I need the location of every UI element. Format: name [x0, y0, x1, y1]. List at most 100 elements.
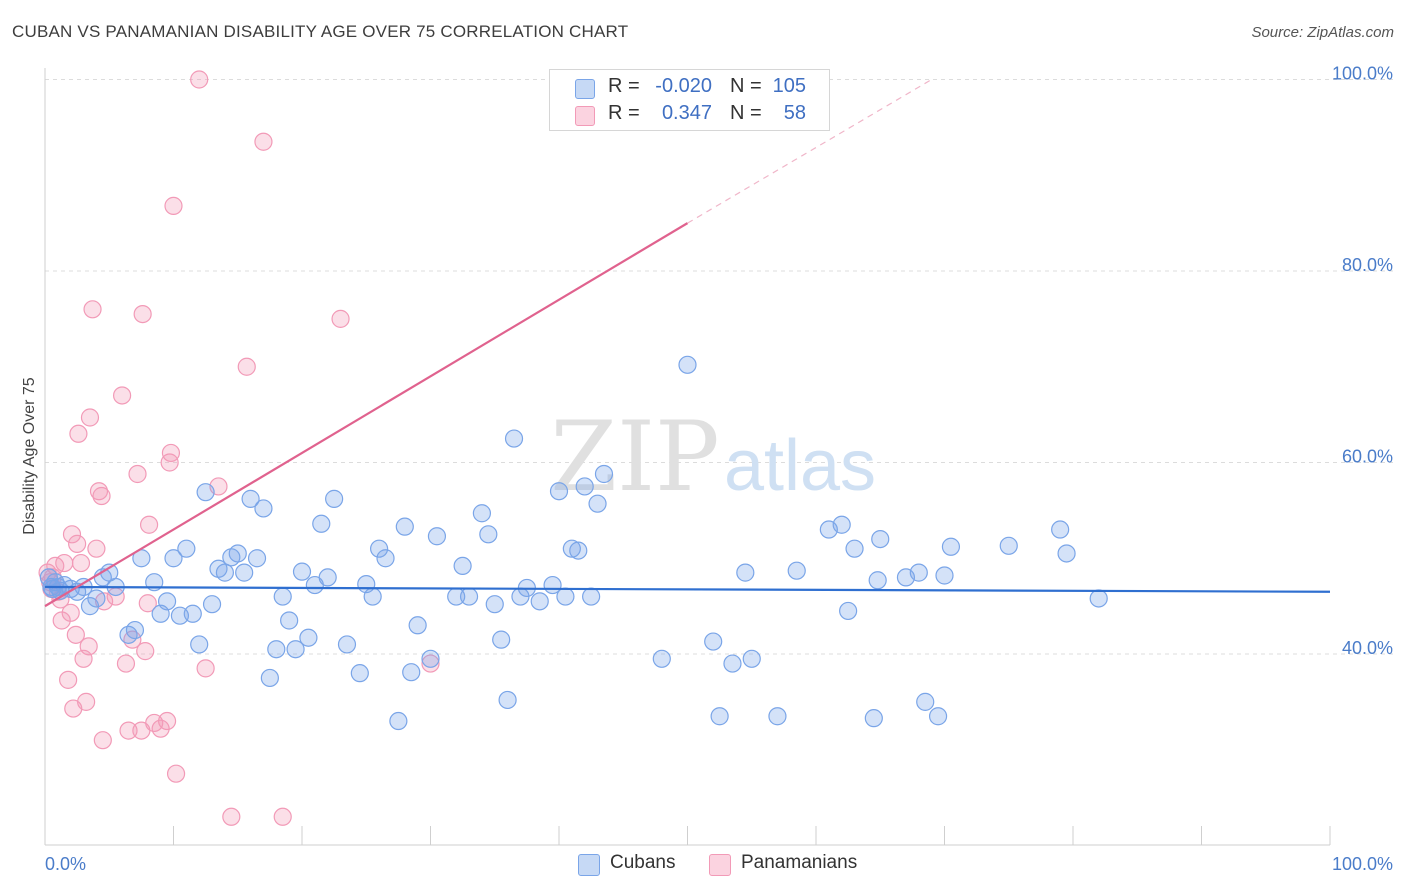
panamanian-point: [77, 692, 96, 711]
panamanians-trend-extension: [687, 78, 932, 224]
cuban-point: [87, 589, 106, 608]
cuban-point: [280, 611, 299, 630]
cuban-point: [241, 489, 260, 508]
cuban-point: [215, 563, 234, 582]
cuban-point: [376, 549, 395, 568]
y-tick-label: 60.0%: [1342, 447, 1393, 467]
cuban-point: [408, 616, 427, 635]
panamanian-point: [331, 309, 350, 328]
cuban-point: [530, 592, 549, 611]
panamanian-point: [89, 482, 109, 501]
cuban-point: [569, 541, 588, 560]
cuban-point: [839, 601, 858, 621]
cuban-point: [235, 563, 254, 582]
panamanian-point: [160, 453, 179, 472]
panamanian-point: [196, 659, 215, 678]
cuban-point: [318, 568, 337, 587]
cuban-point: [485, 595, 504, 614]
cuban-point: [498, 690, 517, 710]
panamanian-point: [61, 603, 80, 622]
cuban-point: [562, 539, 581, 558]
cuban-point: [260, 668, 279, 688]
cuban-point: [202, 595, 222, 614]
cuban-point: [549, 482, 569, 501]
cuban-point: [157, 592, 177, 611]
cuban-point: [472, 504, 491, 523]
cuban-point: [312, 514, 331, 533]
cuban-point: [190, 635, 209, 654]
cuban-point: [1051, 520, 1070, 539]
cuban-point: [594, 464, 614, 484]
panamanian-point: [93, 731, 112, 750]
cuban-point: [871, 529, 890, 549]
cuban-point: [704, 632, 723, 651]
panamanian-point: [119, 721, 138, 740]
chart-title: CUBAN VS PANAMANIAN DISABILITY AGE OVER …: [12, 22, 629, 41]
cuban-point: [177, 539, 196, 558]
cuban-point: [325, 489, 344, 508]
panamanian-point: [237, 357, 256, 376]
bottom-legend-swatch-cubans: [578, 854, 600, 876]
cuban-point: [723, 654, 742, 673]
cuban-point: [582, 587, 601, 606]
panamanian-point: [128, 464, 147, 484]
cuban-point: [999, 536, 1018, 555]
panamanian-point: [68, 534, 87, 553]
panamanian-point: [55, 553, 74, 573]
legend-n-value: 58: [783, 102, 806, 124]
cuban-point: [292, 562, 312, 581]
panamanian-point: [222, 807, 241, 826]
axes: [44, 68, 1331, 846]
panamanian-point: [92, 486, 111, 506]
cuban-point: [395, 517, 414, 536]
panamanian-point: [136, 642, 155, 661]
bottom-legend-label-panamanians: Panamanians: [741, 852, 858, 873]
panamanian-point: [62, 525, 82, 544]
panamanian-point: [66, 625, 85, 644]
cuban-point: [299, 628, 318, 647]
panamanian-point: [166, 764, 186, 783]
cuban-point: [183, 604, 202, 623]
legend-r-value: 0.347: [661, 102, 712, 124]
y-tick-label: 100.0%: [1332, 64, 1393, 84]
cuban-point: [453, 556, 472, 576]
legend-r-value: -0.020: [655, 75, 712, 97]
panamanian-point: [421, 654, 440, 673]
y-tick-label: 40.0%: [1342, 638, 1393, 658]
legend-swatch-cubans: [575, 79, 595, 99]
cuban-point: [928, 707, 948, 726]
panamanian-point: [112, 386, 132, 405]
panamanians-trend-line: [44, 222, 689, 608]
panamanian-point: [190, 70, 209, 89]
cubans-trend-line: [44, 585, 1331, 593]
cuban-point: [678, 355, 697, 374]
legend-r-label: R =: [608, 102, 640, 124]
x-tick-label: 0.0%: [45, 854, 86, 874]
cuban-point: [556, 587, 575, 606]
panamanian-point: [157, 711, 177, 731]
cuban-point: [286, 640, 305, 659]
cuban-point: [254, 499, 273, 518]
cuban-point: [864, 709, 883, 728]
panamanian-point: [273, 807, 292, 826]
cuban-point: [1089, 589, 1108, 608]
cuban-point: [247, 549, 267, 568]
cuban-point: [125, 620, 145, 640]
cuban-point: [768, 707, 787, 726]
panamanian-point: [71, 553, 91, 573]
cuban-point: [832, 515, 851, 534]
panamanian-point: [138, 594, 157, 613]
panamanian-point: [161, 443, 181, 463]
panamanian-point: [59, 670, 78, 689]
legend-n-value: 105: [772, 75, 806, 97]
cuban-point: [370, 539, 389, 558]
watermark-atlas: atlas: [724, 426, 876, 506]
cuban-point: [941, 537, 961, 556]
cuban-point: [504, 429, 524, 448]
cuban-point: [742, 649, 761, 668]
panamanian-point: [80, 408, 100, 427]
cuban-point: [228, 544, 247, 563]
cuban-point: [273, 587, 292, 606]
cuban-point: [909, 563, 928, 582]
legend-row-cubans: R = -0.020 N = 105: [550, 75, 829, 101]
